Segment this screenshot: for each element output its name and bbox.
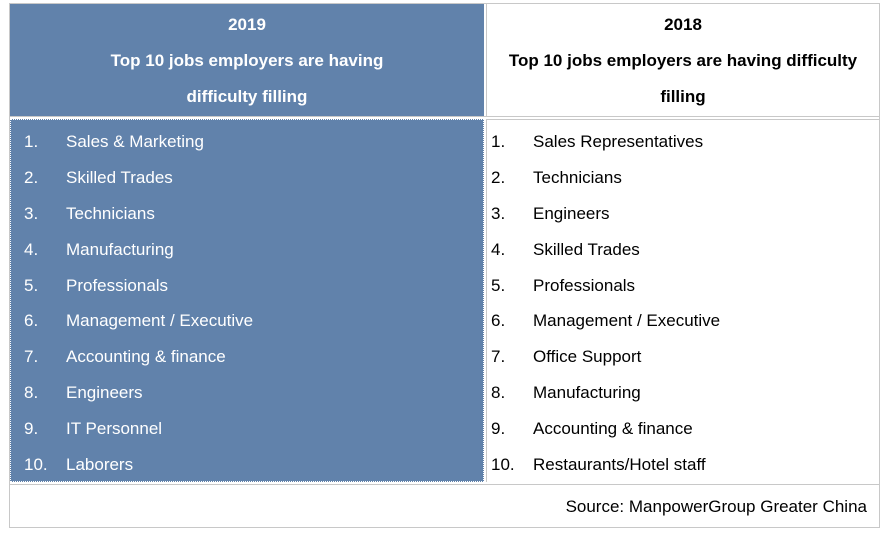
list-item: 1. Sales Representatives — [487, 124, 879, 160]
list-item: 8. Engineers — [11, 375, 483, 411]
list-item-number: 4. — [24, 239, 39, 259]
list-item-label: Management / Executive — [66, 311, 254, 331]
header-2019-title-line2: difficulty filling — [186, 87, 308, 106]
list-item: 7. Accounting & finance — [11, 339, 483, 375]
list-item: 6. Management / Executive — [11, 303, 483, 339]
list-item: 7. Office Support — [487, 339, 879, 375]
list-item-number: 1. — [24, 132, 39, 151]
list-item-label: Manufacturing — [66, 239, 174, 259]
list-item-label: Technicians — [533, 167, 622, 187]
jobs-2018-list: 1. Sales Representatives 2. Technicians 3. En… — [487, 124, 879, 483]
list-item: 2. Skilled Trades — [11, 160, 483, 196]
list-item-label: Sales & Marketing — [66, 132, 204, 151]
list-item-number: 7. — [491, 347, 506, 367]
list-item-number: 9. — [24, 419, 39, 439]
list-item: 8. Manufacturing — [487, 375, 879, 411]
list-item: 3. Engineers — [487, 196, 879, 232]
header-2019-title-line1: Top 10 jobs employers are having — [110, 51, 384, 70]
list-item-label: Accounting & finance — [66, 347, 226, 367]
list-item-number: 10. — [24, 455, 48, 475]
list-item-number: 6. — [491, 311, 506, 331]
list-item: 9. IT Personnel — [11, 411, 483, 447]
source-row: Source: ManpowerGroup Greater China — [10, 484, 879, 527]
list-item-label: Accounting & finance — [533, 419, 693, 439]
list-item-label: Sales Representatives — [533, 132, 704, 151]
list-item-number: 8. — [491, 383, 506, 403]
list-item-number: 9. — [491, 419, 506, 439]
header-2018: 2018 Top 10 jobs employers are having di… — [486, 4, 879, 116]
list-item-number: 8. — [24, 383, 39, 403]
table-frame — [9, 3, 880, 528]
list-item-number: 10. — [491, 455, 515, 475]
list-item-label: Engineers — [533, 203, 610, 223]
list-item-number: 5. — [491, 275, 506, 295]
list-item-label: IT Personnel — [66, 419, 163, 439]
list-item: 5. Professionals — [487, 268, 879, 304]
list-item-label: Office Support — [533, 347, 642, 367]
list-item-label: Restaurants/Hotel staff — [533, 455, 706, 475]
list-item-number: 5. — [24, 275, 39, 295]
list-item: 10. Restaurants/Hotel staff — [487, 447, 879, 483]
list-item-label: Professionals — [533, 275, 636, 295]
list-item-label: Engineers — [66, 383, 143, 403]
list-item-label: Professionals — [66, 275, 169, 295]
list-item-number: 2. — [24, 167, 39, 187]
list-item-label: Management / Executive — [533, 311, 721, 331]
header-divider — [10, 116, 879, 119]
list-item-number: 7. — [24, 347, 39, 367]
list-item-number: 3. — [24, 203, 39, 223]
list-item-label: Skilled Trades — [533, 239, 640, 259]
list-item-label: Technicians — [66, 203, 155, 223]
jobs-2019-list: 1. Sales & Marketing 2. Skilled Trades 3. Tec… — [11, 124, 483, 483]
list-item-number: 2. — [491, 167, 506, 187]
list-item: 3. Technicians — [11, 196, 483, 232]
list-item: 10. Laborers — [11, 447, 483, 483]
list-item: 1. Sales & Marketing — [11, 124, 483, 160]
list-item-number: 6. — [24, 311, 39, 331]
list-item: 6. Management / Executive — [487, 303, 879, 339]
list-item-label: Manufacturing — [533, 383, 641, 403]
list-item: 4. Skilled Trades — [487, 232, 879, 268]
list-item: 5. Professionals — [11, 268, 483, 304]
list-item-number: 3. — [491, 203, 506, 223]
header-2018-title-line2: filling — [660, 87, 706, 106]
list-item-label: Laborers — [66, 455, 134, 475]
header-2019-year: 2019 — [228, 15, 266, 34]
source-text: Source: ManpowerGroup Greater China — [565, 497, 867, 516]
header-2018-year: 2018 — [664, 15, 702, 34]
header-2019: 2019 Top 10 jobs employers are having di… — [10, 4, 484, 116]
list-item: 2. Technicians — [487, 160, 879, 196]
list-item: 4. Manufacturing — [11, 232, 483, 268]
list-item: 9. Accounting & finance — [487, 411, 879, 447]
list-item-number: 4. — [491, 239, 506, 259]
jobs-2019-cell: 1. Sales & Marketing 2. Skilled Trades 3. Tec… — [10, 119, 484, 482]
list-item-label: Skilled Trades — [66, 167, 173, 187]
jobs-2018-cell: 1. Sales Representatives 2. Technicians 3. En… — [486, 119, 879, 482]
list-item-number: 1. — [491, 132, 506, 151]
header-2018-title-line1: Top 10 jobs employers are having difficu… — [508, 51, 858, 70]
